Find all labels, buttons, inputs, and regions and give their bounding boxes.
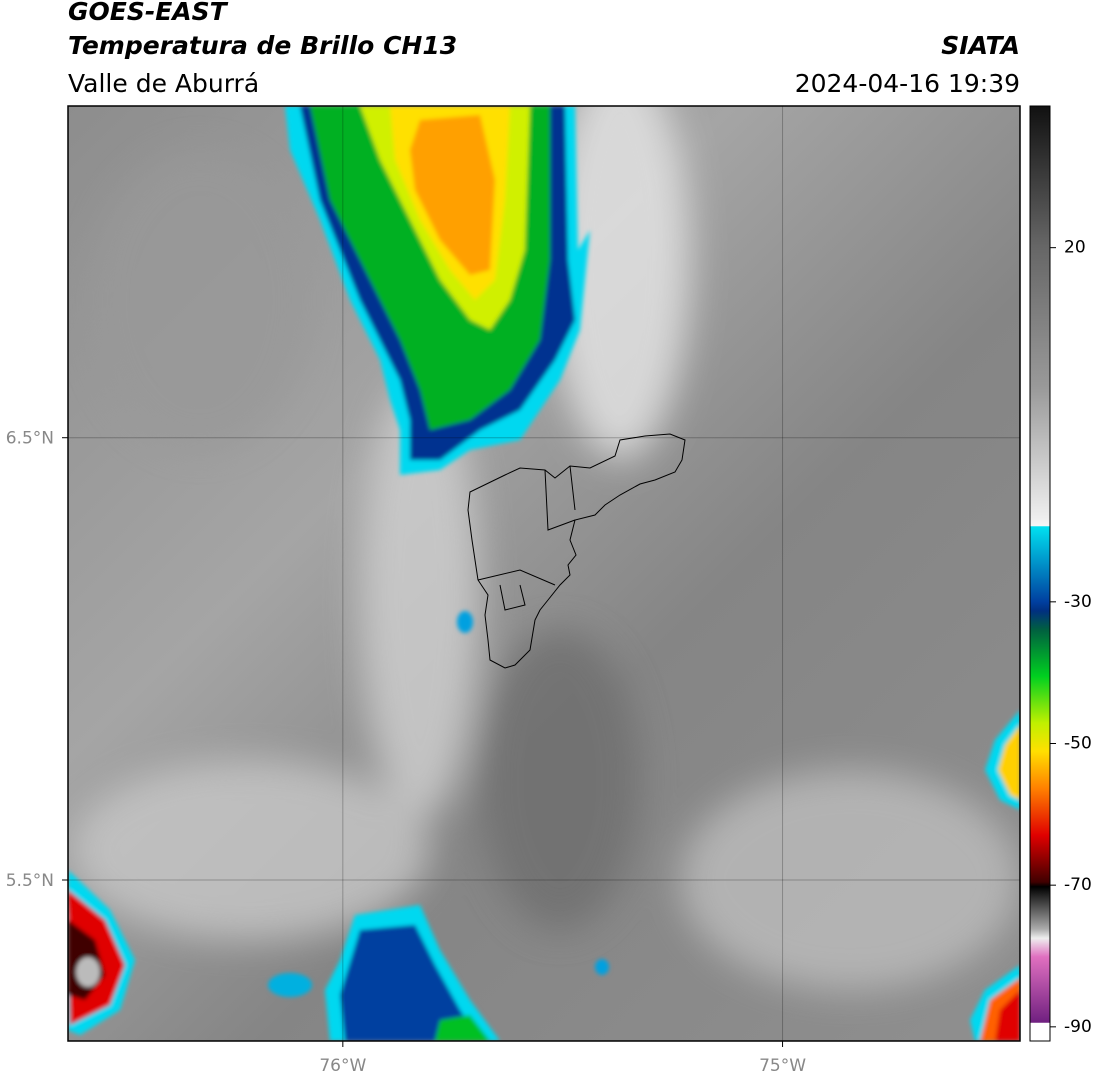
subtitle: Temperatura de Brillo CH13 [68, 31, 457, 60]
x-tick-label: 75°W [759, 1056, 806, 1076]
satellite-image [68, 106, 1020, 1041]
y-tick-label: 5.5°N [6, 871, 54, 891]
x-tick-label: 76°W [319, 1056, 366, 1076]
colorbar [1029, 105, 1051, 1042]
colorbar-tick-label: -70 [1064, 875, 1092, 895]
colorbar-tick-label: -30 [1064, 592, 1092, 612]
y-tick-label: 6.5°N [6, 429, 54, 449]
colorbar-tick-label: 20 [1064, 238, 1086, 258]
region: Valle de Aburrá [68, 69, 259, 98]
title: GOES-EAST [68, 0, 229, 26]
source: SIATA [941, 31, 1020, 60]
datetime: 2024-04-16 19:39 [795, 69, 1020, 98]
map-frame [67, 105, 1021, 1042]
colorbar-tick-label: -90 [1064, 1017, 1092, 1037]
colorbar-tick-label: -50 [1064, 734, 1092, 754]
valley-boundary [467, 433, 686, 669]
